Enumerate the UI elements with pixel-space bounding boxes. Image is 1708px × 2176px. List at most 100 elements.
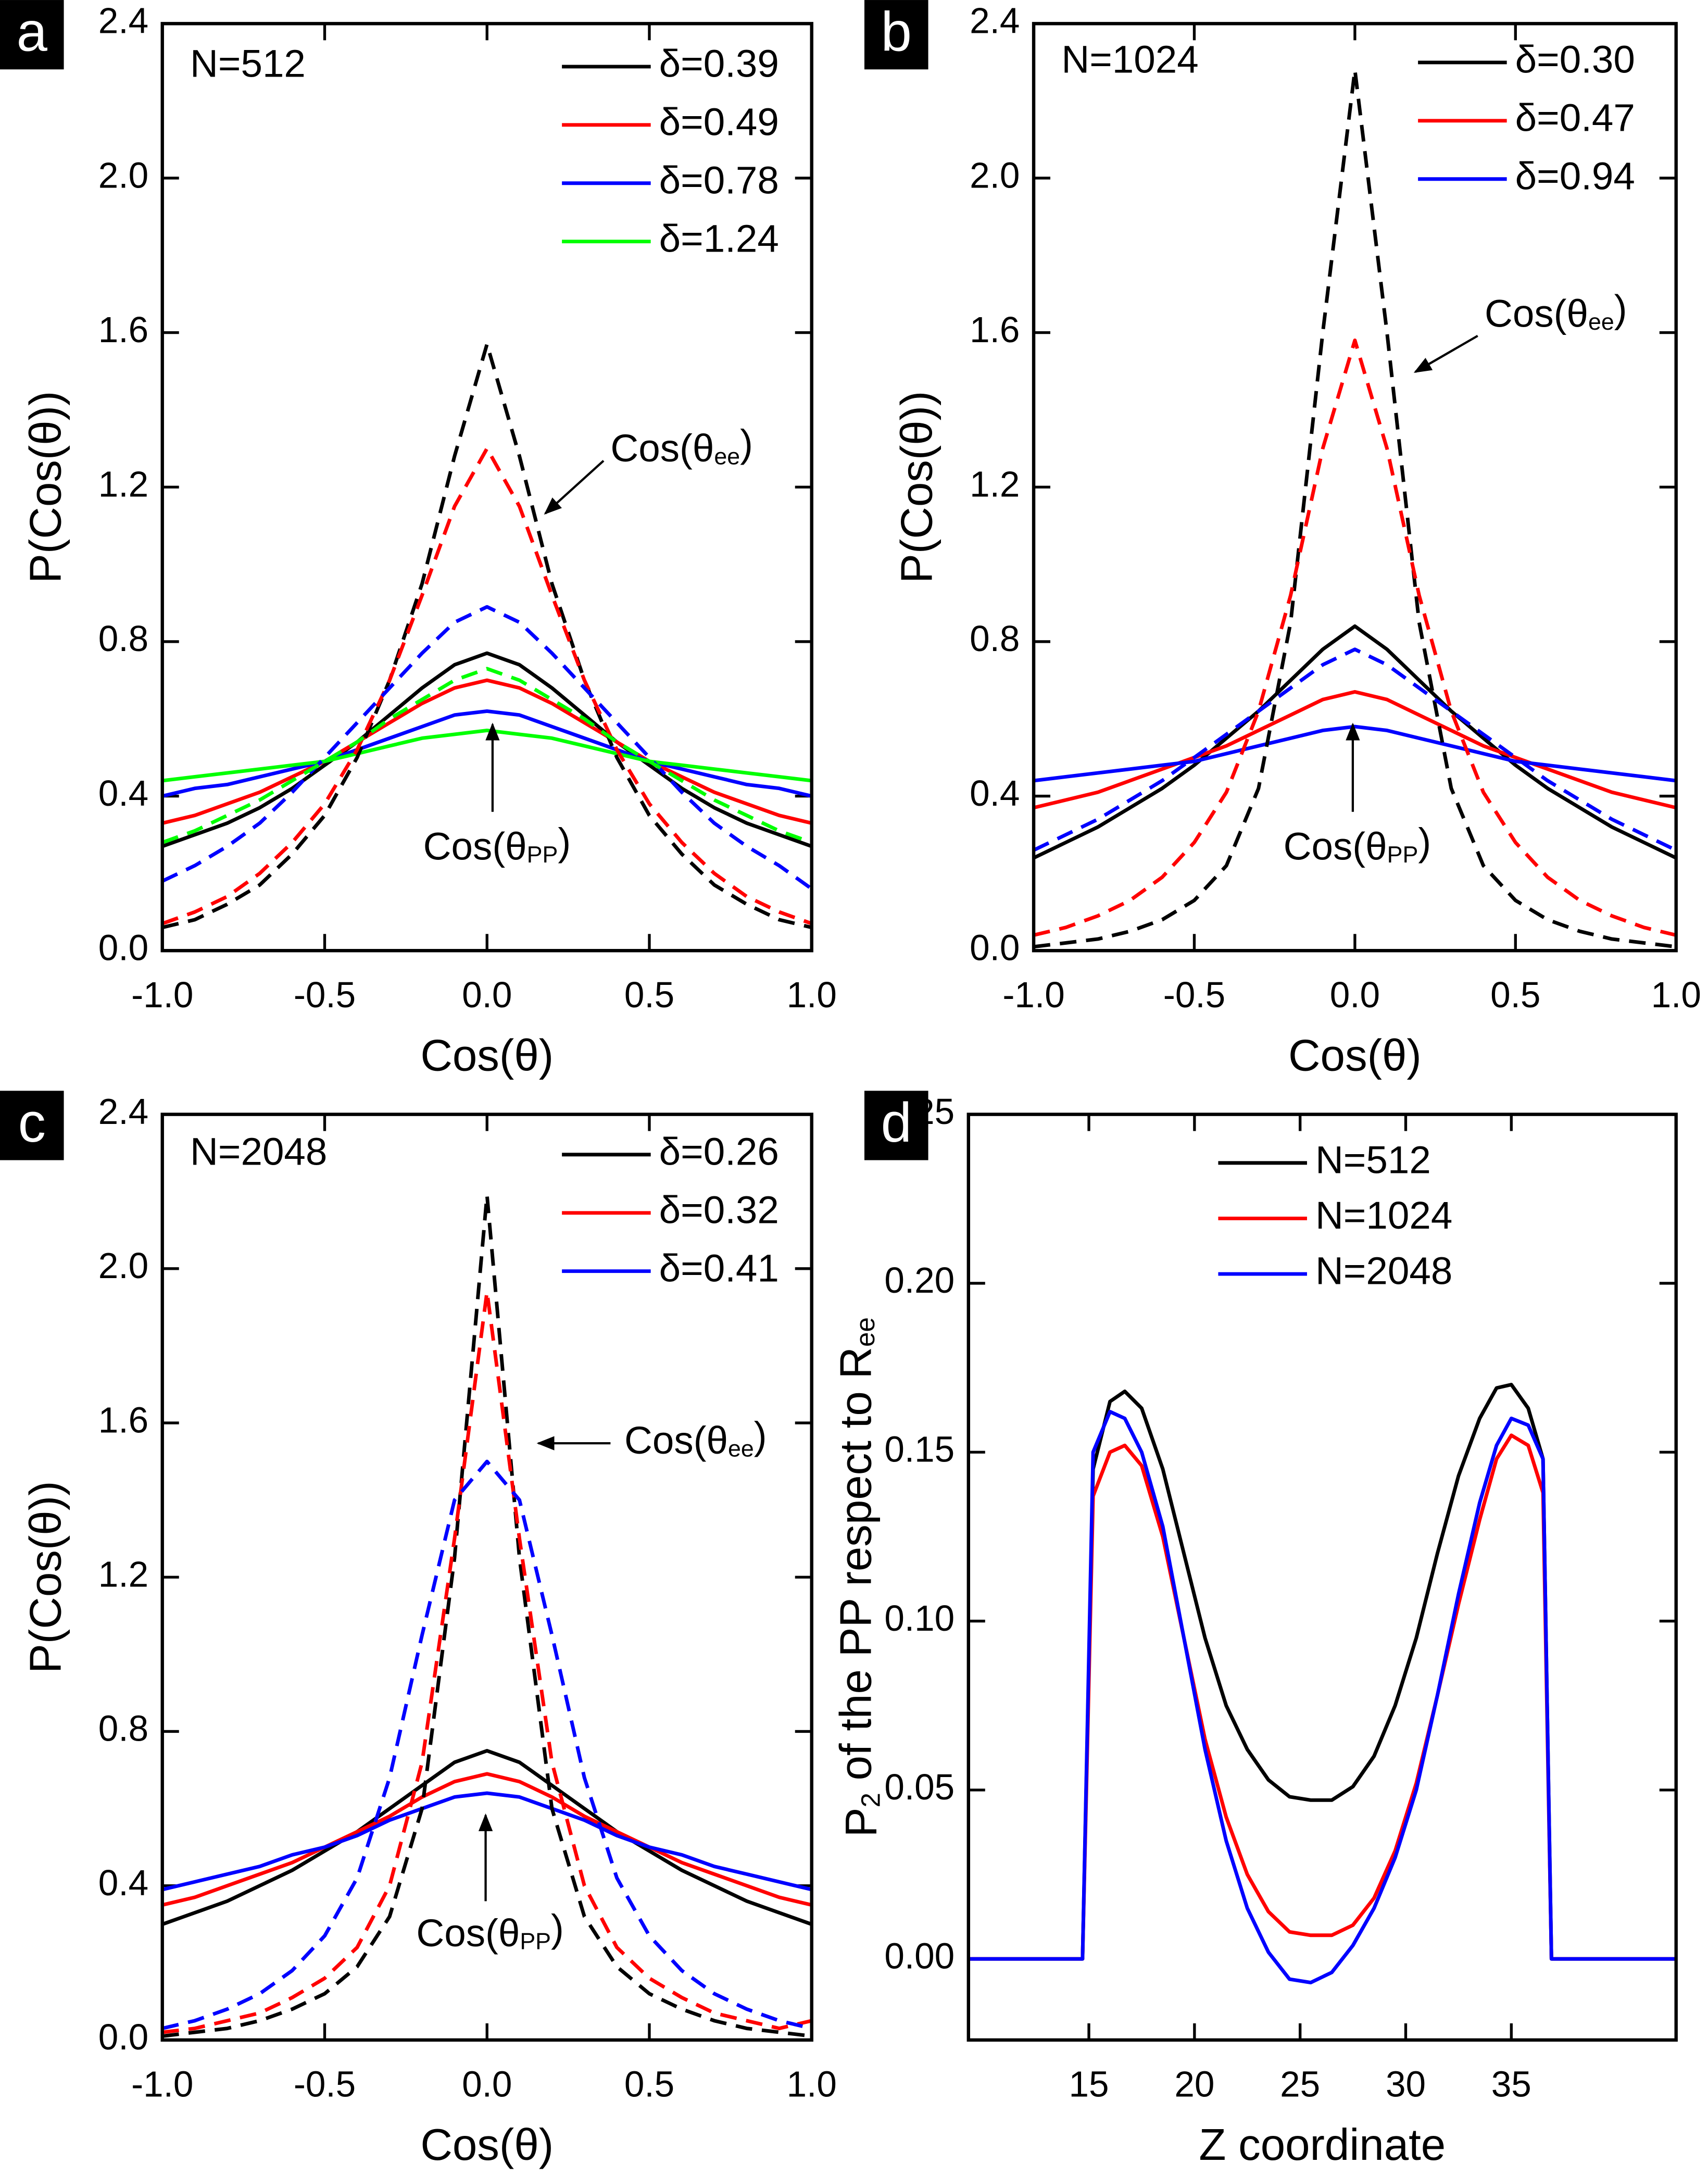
y-tick-label: 0.4 (98, 1862, 148, 1903)
annotation: Cos(θee) (1485, 286, 1627, 335)
x-tick-label: -0.5 (294, 974, 356, 1015)
x-tick-label: -0.5 (294, 2064, 356, 2105)
text-part: Cos(θ (610, 426, 714, 470)
x-tick-label: 35 (1491, 2064, 1531, 2105)
text-part: of the PP respect to R (831, 1347, 881, 1793)
text-part: P(Cos(θ)) (892, 391, 941, 583)
panel-title: N=2048 (190, 1130, 327, 1173)
y-tick-label: 0.10 (884, 1598, 955, 1639)
x-axis-label: Z coordinate (1199, 2120, 1446, 2170)
legend-label: δ=0.47 (1515, 96, 1635, 140)
text-part: Cos(θ (1284, 824, 1387, 868)
y-tick-label: 0.15 (884, 1429, 955, 1470)
legend-label: δ=0.26 (659, 1130, 779, 1173)
series-line (161, 709, 812, 798)
dashed-line (162, 1193, 812, 2038)
series-line (1033, 724, 1677, 783)
dashed-line (1033, 338, 1677, 937)
legend-label: δ=0.94 (1515, 154, 1635, 197)
panel-label: a (17, 1, 48, 62)
dashed-line (162, 1290, 812, 2034)
dashed-line (161, 342, 812, 930)
x-tick-label: -1.0 (1002, 974, 1064, 1015)
legend-label: δ=0.41 (659, 1246, 779, 1290)
y-tick-label: 1.6 (970, 309, 1020, 350)
series-line (162, 729, 812, 783)
annotation-arrow (1413, 334, 1478, 373)
plot-frame (1032, 22, 1678, 953)
text-part: ) (754, 1414, 767, 1457)
annotation: Cos(θPP) (423, 819, 571, 868)
annotation: Cos(θPP) (416, 1906, 564, 1955)
subscript: 2 (856, 1793, 885, 1807)
panel-title: N=512 (190, 42, 306, 85)
legend-label: N=512 (1315, 1138, 1431, 1182)
subscript: ee (714, 443, 740, 469)
y-tick-label: 0.0 (98, 2017, 148, 2057)
x-tick-label: 25 (1280, 2064, 1320, 2105)
text-part: ) (1614, 286, 1627, 330)
subscript: ee (728, 1435, 754, 1461)
panel-label: d (881, 1092, 912, 1154)
text-part: ) (551, 1906, 564, 1950)
x-axis-label: Cos(θ) (1288, 1031, 1422, 1081)
y-axis-label: P(Cos(θ)) (892, 391, 941, 583)
y-tick-label: 0.0 (98, 928, 148, 968)
annotation: Cos(θee) (624, 1414, 767, 1462)
legend-label: N=1024 (1315, 1193, 1452, 1237)
y-tick-label: 1.2 (98, 1554, 148, 1595)
text-part: Cos(θ (624, 1418, 728, 1462)
text-part: Cos(θ (416, 1911, 520, 1955)
y-axis-label: P(Cos(θ)) (21, 391, 70, 583)
y-tick-label: 1.6 (98, 1399, 148, 1440)
plot-frame (160, 1112, 813, 2042)
x-tick-label: 0.5 (1490, 974, 1540, 1015)
y-tick-label: 2.4 (98, 1, 148, 41)
annotation: Cos(θPP) (1284, 819, 1431, 868)
panel-label-box (0, 1091, 64, 1160)
y-tick-label: 2.0 (98, 155, 148, 195)
y-tick-label: 2.0 (970, 155, 1020, 195)
dashed-line (1033, 647, 1677, 852)
legend-label: δ=0.39 (659, 42, 779, 85)
text-part: P (836, 1808, 886, 1837)
dashed-line (161, 605, 813, 891)
text-part: Cos(θ (423, 824, 527, 868)
x-tick-label: 0.0 (462, 2064, 512, 2105)
y-tick-label: 0.8 (98, 1708, 148, 1749)
legend-label: δ=0.30 (1515, 37, 1635, 81)
plot-frame (160, 22, 813, 953)
x-tick-label: 15 (1069, 2064, 1109, 2105)
x-tick-label: 0.5 (624, 974, 674, 1015)
panel-label-box (864, 0, 928, 70)
text-part: Cos(θ (1485, 291, 1588, 335)
panel-label-box (0, 0, 64, 70)
x-tick-label: -0.5 (1163, 974, 1225, 1015)
text-part: ) (1418, 819, 1431, 863)
text-part: P(Cos(θ)) (21, 1481, 70, 1673)
series-line (161, 1791, 812, 1892)
x-tick-label: -1.0 (131, 2064, 193, 2105)
panel-title: N=1024 (1061, 37, 1198, 81)
series-line (161, 678, 812, 825)
series-line (968, 1383, 1676, 1961)
plot-frame (966, 1112, 1678, 2042)
dashed-line (161, 1459, 812, 2030)
legend-label: N=2048 (1315, 1249, 1452, 1293)
series-line (161, 1748, 812, 1926)
y-tick-label: 1.2 (98, 464, 148, 505)
dashed-line (161, 667, 812, 844)
series-line (968, 1433, 1676, 1961)
legend-label: δ=0.78 (659, 158, 779, 202)
subscript: ee (1588, 309, 1614, 335)
annotation-arrow (544, 460, 605, 515)
y-tick-label: 1.2 (970, 464, 1020, 505)
x-tick-label: 30 (1386, 2064, 1426, 2105)
x-tick-label: 1.0 (1651, 974, 1701, 1015)
x-tick-label: 1.0 (787, 2064, 837, 2105)
x-tick-label: -1.0 (131, 974, 193, 1015)
legend-label: δ=0.49 (659, 100, 779, 144)
text-part: ) (558, 819, 571, 863)
